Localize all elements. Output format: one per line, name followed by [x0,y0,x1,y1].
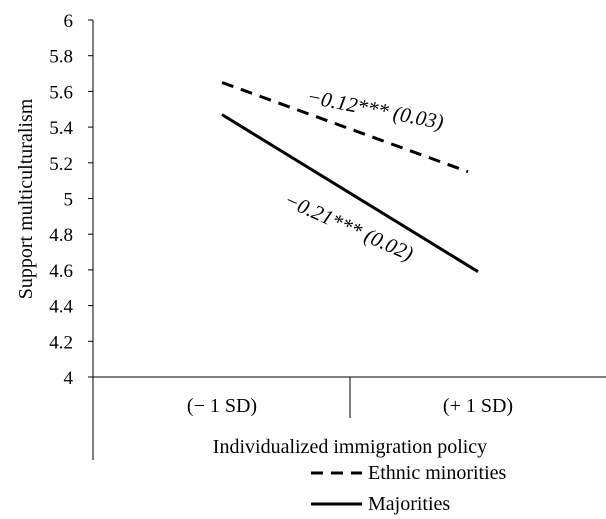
series-line-majorities [221,113,479,273]
y-tick-label: 4.2 [49,332,73,353]
legend-label: Ethnic minorities [368,462,507,484]
slope-annotation: −0.21*** (0.02) [281,187,417,265]
y-tick-label: 5 [64,190,74,211]
y-tick-label: 4.8 [49,225,73,246]
y-tick-label: 5.8 [49,47,73,68]
y-tick-label: 4.4 [49,297,73,318]
x-axis-label: Individualized immigration policy [213,436,487,458]
y-axis-label: Support multiculturalism [15,98,37,299]
series-line-ethnic-minorities [221,81,469,174]
slope-annotation: −0.12*** (0.03) [305,84,445,134]
y-tick-label: 5.2 [49,154,73,175]
legend-label: Majorities [368,493,450,515]
x-category-label: (+ 1 SD) [443,395,513,417]
y-tick-label: 6 [64,11,74,32]
x-category-label: (− 1 SD) [187,395,257,417]
y-tick-label: 5.4 [49,118,73,139]
y-tick-label: 4.6 [49,261,73,282]
y-tick-label: 4 [64,368,74,389]
legend: Ethnic minorities Majorities [311,462,507,515]
y-tick-label: 5.6 [49,82,73,103]
